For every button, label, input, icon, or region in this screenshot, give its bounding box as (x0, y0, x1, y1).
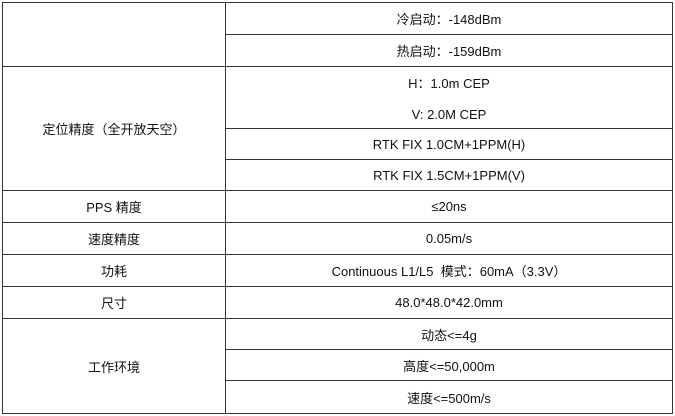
hot-start-value: 热启动：-159dBm (396, 44, 502, 59)
pps-label: PPS 精度 (86, 200, 142, 215)
env-speed: 速度<=500m/s (407, 390, 491, 406)
env-dynamic: 动态<=4g (421, 327, 477, 343)
size-value: 48.0*48.0*42.0mm (395, 295, 503, 310)
size-label: 尺寸 (100, 296, 127, 311)
pps-value: ≤20ns (431, 199, 467, 214)
rtk-h-value: RTK FIX 1.0CM+1PPM(H) (372, 136, 526, 152)
accuracy-label: 定位精度（全开放天空） (42, 122, 186, 137)
accuracy-hv: H：1.0m CEP V: 2.0M CEP (226, 67, 672, 128)
cold-start-value: 冷启动：-148dBm (396, 12, 502, 27)
velocity-value: 0.05m/s (425, 231, 473, 246)
power-label: 功耗 (100, 264, 127, 279)
environment-label: 工作环境 (87, 359, 140, 375)
rtk-v-value: RTK FIX 1.5CM+1PPM(V) (373, 167, 525, 183)
power-value: Continuous L1/L5 模式：60mA（3.3V） (331, 264, 567, 279)
accuracy-h: H：1.0m CEP (408, 76, 490, 91)
env-altitude: 高度<=50,000m (403, 358, 495, 374)
accuracy-v: V: 2.0M CEP (411, 107, 487, 122)
velocity-label: 速度精度 (87, 232, 140, 247)
